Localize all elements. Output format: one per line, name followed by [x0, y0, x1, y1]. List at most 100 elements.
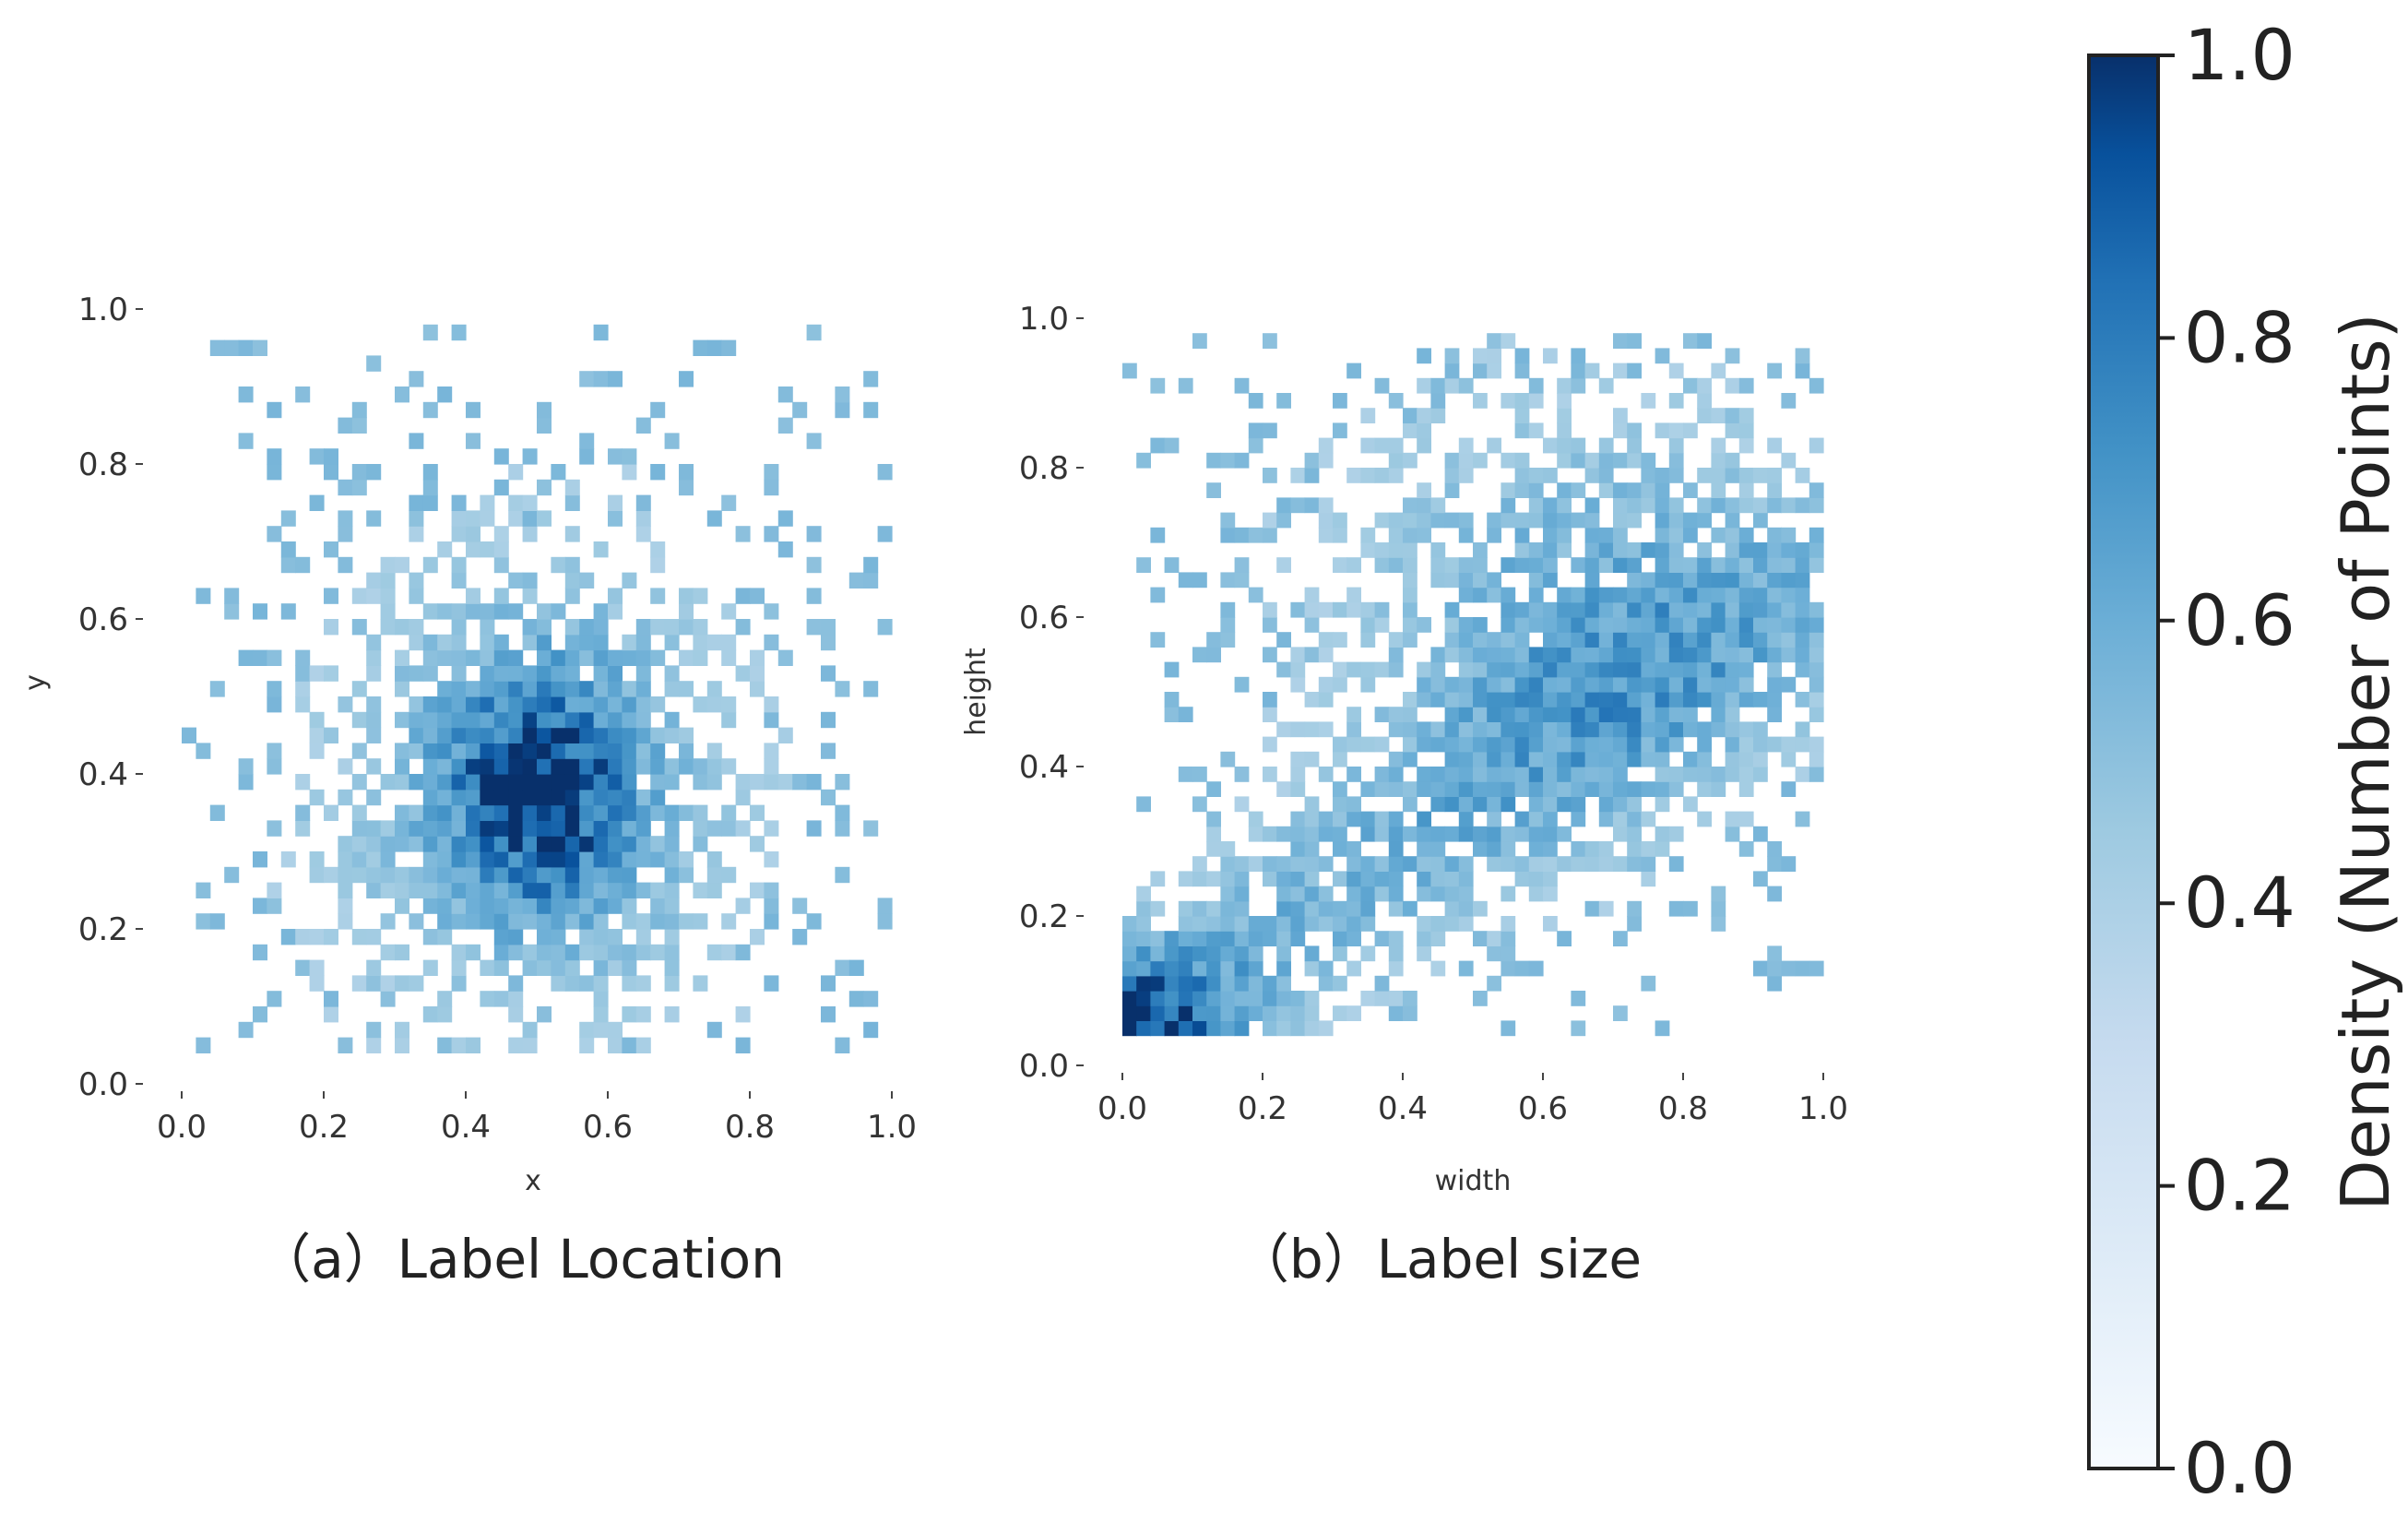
heatmap-cell	[1248, 437, 1263, 454]
heatmap-cell	[1487, 512, 1501, 529]
heatmap-cell	[1276, 1005, 1291, 1021]
heatmap-cell	[806, 324, 822, 341]
heatmap-cell	[848, 572, 864, 589]
heatmap-cell	[1403, 572, 1418, 589]
heatmap-cell	[1627, 707, 1642, 722]
heatmap-cell	[1767, 661, 1782, 678]
heatmap-cell	[679, 866, 694, 884]
heatmap-cell	[1417, 676, 1431, 693]
heatmap-cell	[877, 898, 893, 914]
heatmap-cell	[806, 526, 822, 542]
heatmap-cell	[1417, 736, 1431, 753]
heatmap-cell	[622, 913, 637, 930]
heatmap-cell	[1360, 437, 1376, 454]
heatmap-cell	[650, 401, 666, 419]
heatmap-cell	[1192, 647, 1207, 663]
heatmap-cell	[1655, 572, 1670, 589]
heatmap-cell	[1571, 377, 1586, 394]
heatmap-cell	[351, 820, 367, 837]
heatmap-cell	[295, 386, 311, 403]
heatmap-cell	[1528, 886, 1544, 902]
heatmap-cell	[1655, 826, 1670, 842]
colorbar-gradient	[2087, 54, 2160, 1470]
heatmap-cell	[1220, 856, 1236, 872]
heatmap-cell	[1781, 960, 1797, 977]
heatmap-cell	[750, 882, 765, 898]
heatmap-cell	[1627, 363, 1642, 379]
heatmap-cell	[1458, 900, 1474, 917]
heatmap-cell	[1220, 617, 1236, 633]
heatmap-cell	[1458, 661, 1474, 678]
heatmap-cell	[1543, 617, 1558, 633]
y-tick-label: 1.0	[78, 291, 128, 328]
heatmap-cell	[1290, 781, 1306, 797]
heatmap-cell	[622, 448, 637, 465]
heatmap-cell	[1641, 482, 1656, 498]
heatmap-cell	[1487, 647, 1501, 663]
heatmap-cell	[1613, 647, 1628, 663]
heatmap-cell	[1234, 676, 1250, 693]
heatmap-cell	[295, 681, 311, 697]
heatmap-cell	[1584, 632, 1600, 648]
panel-b-y-axis-label: height	[960, 648, 992, 736]
heatmap-cell	[1514, 363, 1530, 379]
heatmap-cell	[608, 851, 623, 868]
heatmap-cell	[493, 789, 509, 806]
heatmap-cell	[1571, 348, 1586, 364]
heatmap-cell	[1613, 826, 1628, 842]
heatmap-cell	[1655, 468, 1670, 483]
heatmap-cell	[480, 836, 495, 852]
heatmap-cell	[1192, 572, 1207, 589]
heatmap-cell	[1263, 422, 1277, 439]
heatmap-cell	[664, 929, 680, 945]
heatmap-cell	[551, 696, 566, 713]
heatmap-cell	[693, 804, 708, 821]
heatmap-cell	[1346, 796, 1361, 813]
heatmap-cell	[1809, 707, 1824, 722]
heatmap-cell	[267, 649, 282, 666]
heatmap-cell	[1374, 707, 1390, 722]
heatmap-cell	[1528, 676, 1544, 693]
heatmap-cell	[1444, 572, 1460, 589]
heatmap-cell	[1655, 1020, 1670, 1037]
heatmap-cell	[1318, 960, 1334, 977]
heatmap-cell	[1613, 497, 1628, 514]
heatmap-cell	[608, 758, 623, 775]
heatmap-cell	[1430, 931, 1446, 946]
heatmap-cell	[1613, 736, 1628, 753]
heatmap-cell	[1417, 408, 1431, 423]
heatmap-cell	[196, 1037, 211, 1053]
heatmap-cell	[351, 866, 367, 884]
heatmap-cell	[1528, 721, 1544, 738]
heatmap-cell	[1164, 557, 1180, 573]
heatmap-cell	[1711, 647, 1726, 663]
heatmap-cell	[792, 929, 808, 945]
heatmap-cell	[437, 929, 453, 945]
heatmap-cell	[664, 959, 680, 976]
heatmap-cell	[1333, 826, 1347, 842]
heatmap-cell	[664, 836, 680, 852]
heatmap-cell	[1150, 437, 1166, 454]
heatmap-cell	[422, 727, 438, 743]
heatmap-cell	[1641, 707, 1656, 722]
heatmap-cell	[480, 774, 495, 791]
heatmap-cell	[1697, 692, 1712, 707]
heatmap-cell	[1444, 856, 1460, 872]
heatmap-cell	[493, 758, 509, 775]
heatmap-cell	[1697, 721, 1712, 738]
heatmap-cell	[537, 510, 552, 527]
heatmap-cell	[338, 866, 353, 884]
heatmap-cell	[579, 711, 595, 729]
heatmap-cell	[579, 743, 595, 759]
heatmap-cell	[608, 510, 623, 527]
heatmap-cell	[209, 913, 225, 930]
heatmap-cell	[508, 665, 524, 682]
heatmap-cell	[1458, 468, 1474, 483]
heatmap-cell	[1430, 960, 1446, 977]
heatmap-cell	[395, 1021, 409, 1039]
heatmap-cell	[1543, 647, 1558, 663]
heatmap-cell	[1444, 676, 1460, 693]
heatmap-cell	[409, 665, 424, 682]
heatmap-cell	[1487, 736, 1501, 753]
heatmap-cell	[551, 882, 566, 898]
